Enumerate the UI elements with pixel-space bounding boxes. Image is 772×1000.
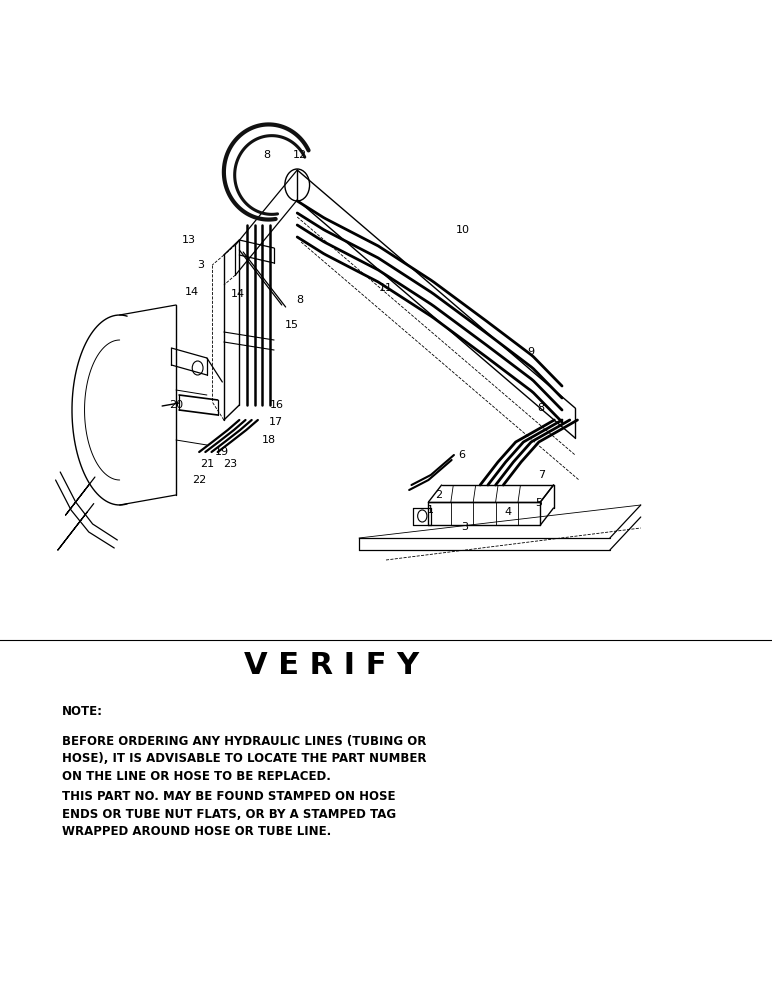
Text: 14: 14 xyxy=(185,287,198,297)
Text: 2: 2 xyxy=(435,490,442,500)
Text: NOTE:: NOTE: xyxy=(62,705,103,718)
Text: 1: 1 xyxy=(427,505,435,515)
Text: 7: 7 xyxy=(538,470,546,480)
Text: 3: 3 xyxy=(197,260,205,270)
Text: 20: 20 xyxy=(169,400,183,410)
Text: 19: 19 xyxy=(215,447,229,457)
Text: 6: 6 xyxy=(458,450,466,460)
Text: 15: 15 xyxy=(285,320,299,330)
Text: THIS PART NO. MAY BE FOUND STAMPED ON HOSE
ENDS OR TUBE NUT FLATS, OR BY A STAMP: THIS PART NO. MAY BE FOUND STAMPED ON HO… xyxy=(62,790,396,838)
Text: 3: 3 xyxy=(461,522,469,532)
Text: 21: 21 xyxy=(200,459,214,469)
Text: 17: 17 xyxy=(269,417,283,427)
Text: 23: 23 xyxy=(223,459,237,469)
Text: 18: 18 xyxy=(262,435,276,445)
Text: 14: 14 xyxy=(231,289,245,299)
Text: BEFORE ORDERING ANY HYDRAULIC LINES (TUBING OR
HOSE), IT IS ADVISABLE TO LOCATE : BEFORE ORDERING ANY HYDRAULIC LINES (TUB… xyxy=(62,735,426,783)
Text: 13: 13 xyxy=(182,235,196,245)
Text: 22: 22 xyxy=(192,475,206,485)
Text: 4: 4 xyxy=(504,507,512,517)
Text: 9: 9 xyxy=(527,347,535,357)
Text: V E R I F Y: V E R I F Y xyxy=(245,650,419,680)
Text: 11: 11 xyxy=(379,283,393,293)
Text: 8: 8 xyxy=(537,403,544,413)
Text: 16: 16 xyxy=(269,400,283,410)
Text: 8: 8 xyxy=(296,295,303,305)
Text: 10: 10 xyxy=(456,225,470,235)
Text: 12: 12 xyxy=(293,150,306,160)
Text: 5: 5 xyxy=(535,498,543,508)
Text: 8: 8 xyxy=(262,150,270,160)
